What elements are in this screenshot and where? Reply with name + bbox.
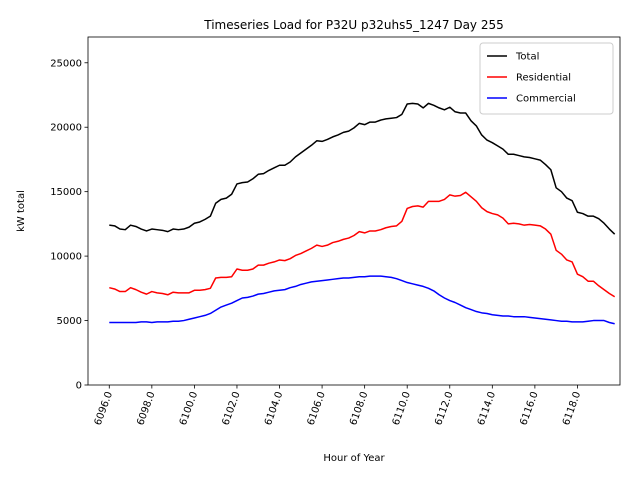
- legend: Total Residential Commercial: [479, 42, 614, 115]
- x-tick-label: 6104.0: [263, 390, 285, 427]
- x-tick-label: 6108.0: [348, 390, 370, 427]
- x-tick-label: 6116.0: [518, 390, 540, 427]
- y-tick-label: 0: [76, 381, 82, 392]
- y-tick-label: 5000: [57, 316, 82, 327]
- series-line-commercial: [109, 275, 615, 325]
- x-tick-label: 6102.0: [220, 390, 242, 427]
- x-tick-label: 6118.0: [561, 390, 583, 427]
- series-line-residential: [109, 191, 616, 298]
- x-tick-label: 6112.0: [433, 390, 455, 427]
- legend-label-total: Total: [515, 52, 539, 63]
- x-tick-label: 6106.0: [306, 390, 328, 427]
- x-tick-label: 6114.0: [476, 390, 498, 427]
- legend-label-commercial: Commercial: [516, 94, 576, 105]
- x-tick-label: 6096.0: [93, 390, 115, 427]
- legend-box: [479, 42, 614, 115]
- y-tick-label: 15000: [50, 187, 82, 198]
- y-tick-label: 25000: [50, 58, 82, 69]
- y-axis: 0 5000 10000 15000 20000 25000: [50, 58, 88, 392]
- chart-title: Timeseries Load for P32U p32uhs5_1247 Da…: [203, 18, 504, 32]
- legend-label-residential: Residential: [516, 73, 571, 84]
- x-axis: 6096.0 6098.0 6100.0 6102.0 6104.0 6106.0 6108…: [93, 385, 583, 427]
- y-tick-label: 10000: [50, 252, 82, 263]
- y-axis-label: kW total: [16, 190, 27, 232]
- plot-frame: [87, 36, 621, 386]
- x-tick-label: 6100.0: [178, 390, 200, 427]
- x-tick-label: 6098.0: [135, 390, 157, 427]
- x-tick-label: 6110.0: [391, 390, 413, 427]
- y-tick-label: 20000: [50, 123, 82, 134]
- series-line-total: [109, 102, 616, 235]
- plot-area: [87, 36, 621, 386]
- x-axis-label: Hour of Year: [323, 453, 385, 464]
